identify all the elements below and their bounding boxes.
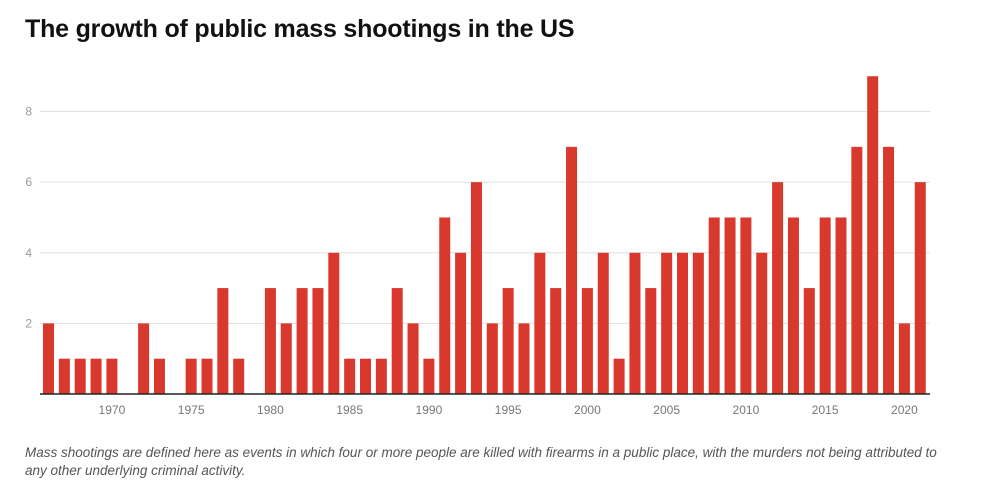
y-tick-label: 8 <box>25 105 32 119</box>
x-tick-label: 2005 <box>653 403 680 417</box>
bar-2006 <box>677 252 688 394</box>
bar-2010 <box>740 217 752 394</box>
bar-2021 <box>914 182 926 394</box>
bar-1978 <box>233 358 245 394</box>
bar-2009 <box>724 217 736 394</box>
y-tick-label: 2 <box>25 316 32 330</box>
bar-1993 <box>470 182 482 394</box>
bar-1998 <box>550 288 562 394</box>
bar-2015 <box>819 217 831 394</box>
bar-1990 <box>423 358 435 394</box>
x-tick-label: 1985 <box>336 403 363 417</box>
y-axis-ticks: 2 4 6 8 <box>25 105 32 331</box>
bar-1982 <box>296 288 308 394</box>
bar-2012 <box>772 182 784 394</box>
x-tick-label: 1970 <box>99 403 126 417</box>
bar-1981 <box>280 323 292 394</box>
x-tick-label: 2015 <box>812 403 839 417</box>
bar-1976 <box>201 358 213 394</box>
bars <box>43 76 926 395</box>
bar-chart: 2 4 6 8 1970 1975 1980 1985 1990 1995 2000 2005 201… <box>25 76 930 417</box>
bar-2005 <box>661 252 673 394</box>
x-tick-label: 1975 <box>178 403 205 417</box>
bar-1997 <box>534 252 546 394</box>
x-tick-label: 2000 <box>574 403 601 417</box>
bar-1989 <box>407 323 419 394</box>
bar-1980 <box>264 288 276 394</box>
footnote: Mass shootings are defined here as event… <box>25 445 937 478</box>
bar-2014 <box>803 288 815 394</box>
bar-1975 <box>185 358 197 394</box>
bar-1986 <box>360 358 371 394</box>
bar-1994 <box>486 323 498 394</box>
bar-1984 <box>328 252 340 394</box>
bar-1967 <box>58 358 70 394</box>
bar-2000 <box>581 288 593 394</box>
bar-1968 <box>74 358 86 394</box>
bar-2008 <box>708 217 720 394</box>
bar-2019 <box>883 146 895 394</box>
bar-1973 <box>153 358 165 394</box>
bar-1987 <box>375 358 387 394</box>
bar-1995 <box>502 288 514 394</box>
bar-1966 <box>43 323 54 394</box>
bar-1972 <box>138 323 150 394</box>
bar-2013 <box>787 217 799 394</box>
bar-2007 <box>692 252 704 394</box>
bar-1969 <box>90 358 102 394</box>
bar-1992 <box>455 252 467 394</box>
bar-1977 <box>217 288 229 394</box>
bar-2017 <box>851 146 863 394</box>
bar-1999 <box>566 146 578 394</box>
bar-2011 <box>756 252 768 394</box>
bar-1996 <box>518 323 530 394</box>
bar-2020 <box>898 323 910 394</box>
x-tick-label: 1990 <box>416 403 443 417</box>
x-axis-ticks: 1970 1975 1980 1985 1990 1995 2000 2005 2010 2015… <box>99 403 919 417</box>
bar-2001 <box>597 252 609 394</box>
bar-2016 <box>835 217 847 394</box>
chart-title: The growth of public mass shootings in t… <box>25 15 575 43</box>
x-tick-label: 1995 <box>495 403 522 417</box>
bar-2003 <box>629 252 641 394</box>
bar-1983 <box>312 288 324 394</box>
bar-1985 <box>344 358 356 394</box>
x-tick-label: 1980 <box>257 403 284 417</box>
bar-1988 <box>391 288 403 394</box>
bar-1991 <box>439 217 451 394</box>
y-tick-label: 4 <box>25 246 32 260</box>
bar-2004 <box>645 288 657 394</box>
bar-1970 <box>106 358 118 394</box>
bar-2018 <box>867 76 879 395</box>
y-tick-label: 6 <box>25 175 32 189</box>
x-tick-label: 2020 <box>891 403 918 417</box>
bar-2002 <box>613 358 625 394</box>
x-tick-label: 2010 <box>733 403 760 417</box>
